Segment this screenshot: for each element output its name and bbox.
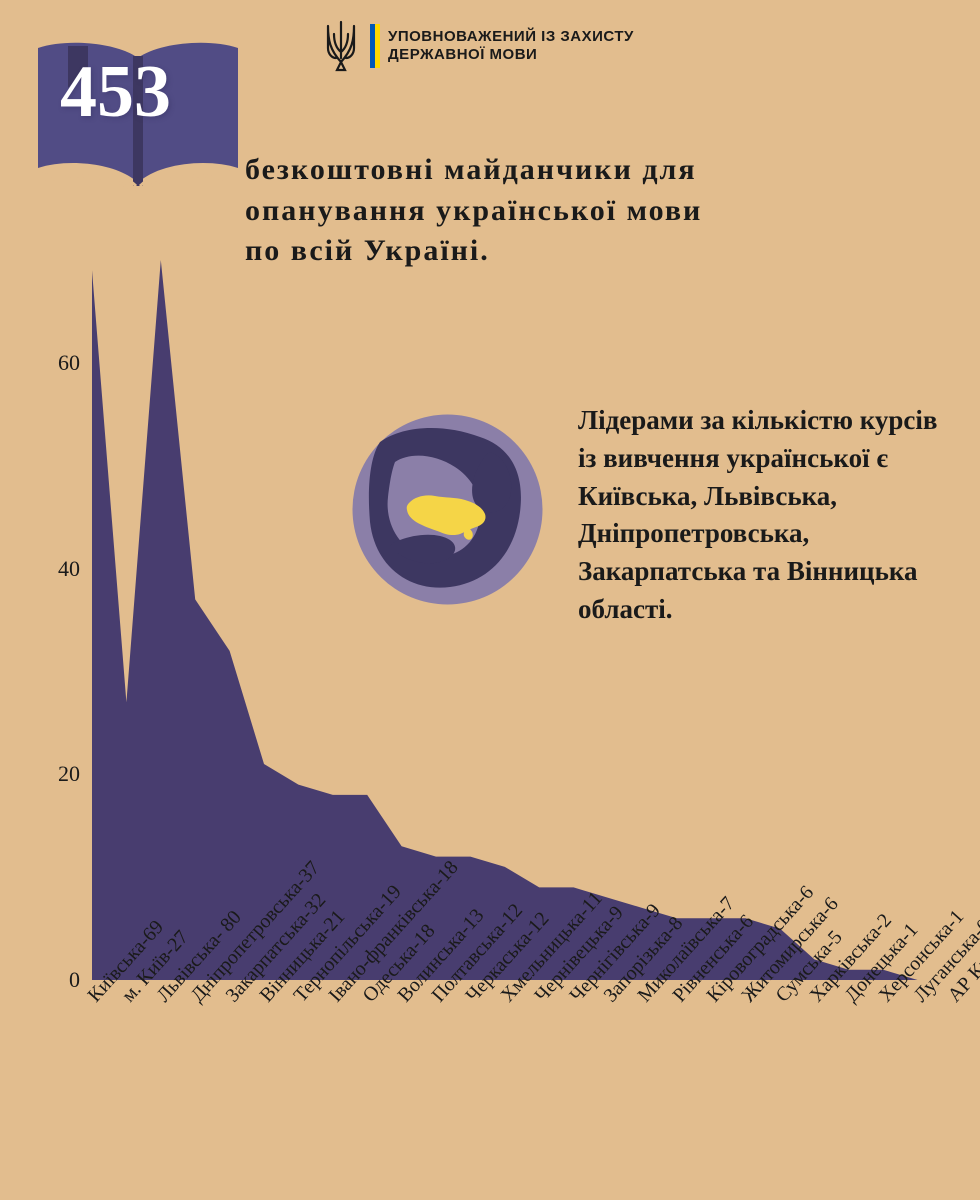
x-axis-labels: Київська-69м. Київ-27Львівська- 80Дніпро…: [92, 988, 952, 1188]
big-number: 453: [60, 50, 171, 135]
org-line-2: ДЕРЖАВНОЇ МОВИ: [388, 46, 634, 64]
subtitle: безкоштовні майданчики для опанування ук…: [245, 150, 865, 272]
y-axis: 0204060: [48, 260, 88, 980]
flag-stripes: [370, 24, 380, 68]
org-text: УПОВНОВАЖЕНИЙ ІЗ ЗАХИСТУ ДЕРЖАВНОЇ МОВИ: [388, 28, 634, 64]
org-header: УПОВНОВАЖЕНИЙ ІЗ ЗАХИСТУ ДЕРЖАВНОЇ МОВИ: [320, 20, 634, 72]
org-line-1: УПОВНОВАЖЕНИЙ ІЗ ЗАХИСТУ: [388, 28, 634, 46]
y-tick: 0: [69, 967, 80, 993]
y-tick: 60: [58, 350, 80, 376]
globe-icon: [350, 412, 545, 607]
y-tick: 40: [58, 556, 80, 582]
y-tick: 20: [58, 761, 80, 787]
trident-icon: [320, 20, 362, 72]
leaders-text: Лідерами за кількістю курсів із вивчення…: [578, 402, 958, 629]
